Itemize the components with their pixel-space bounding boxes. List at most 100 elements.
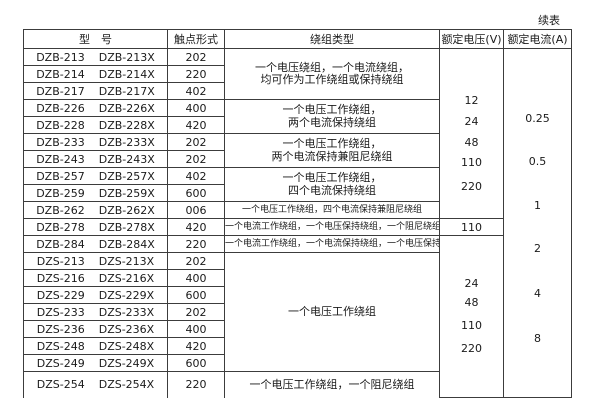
model-number: DZB-262 bbox=[36, 203, 85, 217]
column-header-model-label: 型 号 bbox=[79, 33, 112, 46]
table-row: DZB-284 DZB-284X 220 一个电流工作绕组，一个电流保持绕组，一个… bbox=[23, 235, 572, 398]
model-cell: DZS-249 DZS-249X bbox=[23, 354, 168, 372]
contact-form-cell: 420 bbox=[167, 337, 225, 355]
model-number: DZS-216 bbox=[36, 271, 85, 285]
contact-form-cell: 400 bbox=[167, 269, 225, 287]
model-number: DZS-233 bbox=[36, 305, 85, 319]
model-number-variant: DZB-262X bbox=[98, 203, 155, 217]
winding-type-cell: 一个电压工作绕组，一个阻尼绕组 bbox=[224, 371, 440, 398]
winding-type-cell: 一个电压工作绕组， 两个电流保持绕组 bbox=[224, 99, 440, 134]
model-number-variant: DZB-213X bbox=[98, 50, 155, 64]
contact-form-cell: 202 bbox=[167, 48, 225, 66]
model-cell: DZS-254 DZS-254X bbox=[23, 371, 168, 398]
model-cell: DZB-228 DZB-228X bbox=[23, 116, 168, 134]
model-number-variant: DZB-226X bbox=[98, 101, 155, 115]
contact-form-cell: 600 bbox=[167, 354, 225, 372]
contact-form-cell: 402 bbox=[167, 167, 225, 185]
contact-form-cell: 220 bbox=[167, 371, 225, 398]
model-number-variant: DZS-248X bbox=[98, 339, 155, 353]
model-number-variant: DZS-236X bbox=[98, 322, 155, 336]
table-row: DZB-214 DZB-214X 220 bbox=[23, 65, 572, 83]
contact-form-cell: 220 bbox=[167, 65, 225, 83]
model-number: DZB-233 bbox=[36, 135, 85, 149]
contact-form-cell: 402 bbox=[167, 82, 225, 100]
model-number-variant: DZB-214X bbox=[98, 67, 155, 81]
contact-form-cell: 202 bbox=[167, 150, 225, 168]
column-header-rated-current: 额定电流(A) bbox=[503, 29, 572, 49]
current-value: 0.5 bbox=[528, 155, 547, 168]
rated-voltage-cell: 110 bbox=[439, 218, 504, 236]
model-number: DZB-217 bbox=[36, 84, 85, 98]
table-row: DZS-229 DZS-229X 600 bbox=[23, 286, 572, 304]
model-number-variant: DZS-233X bbox=[98, 305, 155, 319]
winding-type-cell: 一个电压工作绕组， 两个电流保持兼阻尼绕组 bbox=[224, 133, 440, 168]
model-cell: DZB-214 DZB-214X bbox=[23, 65, 168, 83]
model-number: DZB-228 bbox=[36, 118, 85, 132]
contact-form-cell: 600 bbox=[167, 286, 225, 304]
model-cell: DZB-233 DZB-233X bbox=[23, 133, 168, 151]
model-number-variant: DZB-284X bbox=[98, 237, 155, 251]
table-row: DZS-254 DZS-254X 220 一个电压工作绕组，一个阻尼绕组 bbox=[23, 371, 572, 398]
contact-form-cell: 006 bbox=[167, 201, 225, 219]
model-cell: DZS-213 DZS-213X bbox=[23, 252, 168, 270]
table-row: DZS-213 DZS-213X 202 一个电压工作绕组 bbox=[23, 252, 572, 372]
continued-table-label: 续表 bbox=[538, 14, 560, 27]
winding-line: 四个电流保持绕组 bbox=[288, 183, 376, 197]
table-row: DZS-248 DZS-248X 420 bbox=[23, 337, 572, 355]
contact-form-cell: 400 bbox=[167, 320, 225, 338]
model-number-variant: DZS-229X bbox=[98, 288, 155, 302]
rated-voltage-cell: 12 24 48 110 220 bbox=[439, 48, 504, 219]
model-number: DZB-214 bbox=[36, 67, 85, 81]
current-value: 8 bbox=[534, 332, 541, 345]
winding-line: 两个电流保持绕组 bbox=[288, 115, 376, 129]
model-number: DZS-236 bbox=[36, 322, 85, 336]
table-row: DZB-233 DZB-233X 202 一个电压工作绕组， 两个电流保持兼阻尼绕… bbox=[23, 133, 572, 168]
model-number-variant: DZS-213X bbox=[98, 254, 155, 268]
table-row: DZS-249 DZS-249X 600 bbox=[23, 354, 572, 372]
winding-line: 一个电压工作绕组， bbox=[282, 137, 382, 150]
model-number-variant: DZB-228X bbox=[98, 118, 155, 132]
column-header-winding-type: 绕组类型 bbox=[224, 29, 440, 49]
model-number: DZB-213 bbox=[36, 50, 85, 64]
model-cell: DZS-216 DZS-216X bbox=[23, 269, 168, 287]
model-cell: DZB-284 DZB-284X bbox=[23, 235, 168, 253]
voltage-value: 220 bbox=[461, 342, 482, 355]
model-cell: DZB-278 DZB-278X bbox=[23, 218, 168, 236]
model-cell: DZB-259 DZB-259X bbox=[23, 184, 168, 202]
winding-line: 两个电流保持兼阻尼绕组 bbox=[271, 149, 393, 163]
contact-form-cell: 202 bbox=[167, 133, 225, 151]
relay-spec-table: 型 号 触点形式 绕组类型 额定电压(V) 额定电流(A) DZB-213 DZB… bbox=[23, 29, 572, 398]
voltage-value: 48 bbox=[464, 136, 479, 149]
voltage-value: 220 bbox=[461, 180, 482, 193]
model-number-variant: DZB-259X bbox=[98, 186, 155, 200]
current-value: 2 bbox=[534, 242, 541, 255]
column-header-rated-voltage: 额定电压(V) bbox=[439, 29, 504, 49]
contact-form-cell: 220 bbox=[167, 235, 225, 253]
model-cell: DZB-257 DZB-257X bbox=[23, 167, 168, 185]
winding-type-cell: 一个电压绕组，一个电流绕组， 均可作为工作绕组或保持绕组 bbox=[224, 48, 440, 100]
voltage-value: 48 bbox=[464, 296, 479, 309]
table-row: DZS-233 DZS-233X 202 bbox=[23, 303, 572, 321]
model-number-variant: DZB-257X bbox=[98, 169, 155, 183]
model-cell: DZB-213 DZB-213X bbox=[23, 48, 168, 66]
column-header-contact-form: 触点形式 bbox=[167, 29, 225, 49]
voltage-value: 12 bbox=[464, 94, 479, 107]
voltage-value: 24 bbox=[464, 277, 479, 290]
winding-type-cell: 一个电流工作绕组，一个电流保持绕组，一个电压保持绕组 bbox=[224, 235, 440, 253]
contact-form-cell: 400 bbox=[167, 99, 225, 117]
winding-line: 一个电压工作绕组， bbox=[282, 103, 382, 116]
current-value: 1 bbox=[534, 199, 541, 212]
model-cell: DZS-236 DZS-236X bbox=[23, 320, 168, 338]
model-number: DZB-226 bbox=[36, 101, 85, 115]
model-number-variant: DZS-254X bbox=[98, 378, 155, 392]
table-row: DZB-213 DZB-213X 202 一个电压绕组，一个电流绕组， 均可作为工… bbox=[23, 48, 572, 398]
model-number: DZS-249 bbox=[36, 356, 85, 370]
table-row: DZB-262 DZB-262X 006 一个电压工作绕组，四个电流保持兼阻尼绕组 bbox=[23, 201, 572, 219]
model-number: DZB-259 bbox=[36, 186, 85, 200]
model-number-variant: DZS-216X bbox=[98, 271, 155, 285]
contact-form-cell: 420 bbox=[167, 116, 225, 134]
model-cell: DZB-262 DZB-262X bbox=[23, 201, 168, 219]
table-row: DZB-243 DZB-243X 202 bbox=[23, 150, 572, 168]
table-row: DZB-278 DZB-278X 420 一个电流工作绕组，一个电压保持绕组，一个… bbox=[23, 218, 572, 236]
